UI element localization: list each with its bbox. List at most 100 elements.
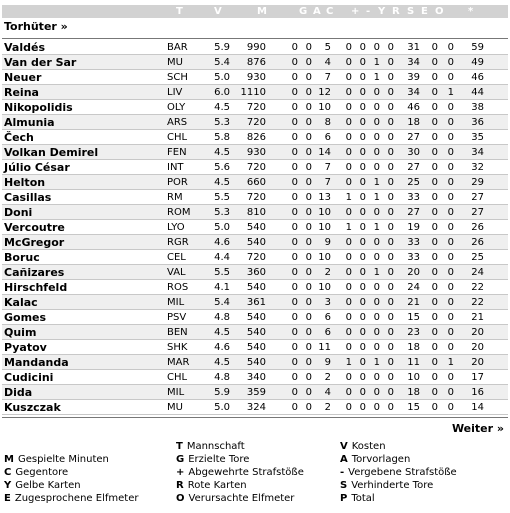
pens-won-cell: 0: [431, 297, 438, 308]
pens-won-cell: 0: [431, 177, 438, 188]
conceded-cell: 4: [324, 57, 331, 68]
col-header-team[interactable]: T: [176, 6, 183, 17]
table-row: McGregor RGR 4.6 540 0 0 9 0 0 0 0 33 0 0 26: [2, 235, 508, 250]
player-name[interactable]: Vercoutre: [4, 221, 65, 234]
player-name[interactable]: Gomes: [4, 311, 47, 324]
player-name[interactable]: Mandanda: [4, 356, 69, 369]
player-name[interactable]: Valdés: [4, 41, 45, 54]
player-name[interactable]: Almunia: [4, 116, 55, 129]
minutes-cell: 540: [246, 357, 266, 368]
section-divider: [2, 38, 508, 39]
player-name[interactable]: Čech: [4, 131, 34, 144]
player-name[interactable]: Neuer: [4, 71, 42, 84]
assists-cell: 0: [305, 207, 312, 218]
red-cell: 0: [387, 87, 394, 98]
total-cell: 26: [471, 222, 484, 233]
player-name[interactable]: Kuszczak: [4, 401, 61, 414]
legend-item: M Gespielte Minuten: [4, 454, 109, 465]
pens-conceded-cell: 0: [447, 147, 454, 158]
pens-won-cell: 0: [431, 252, 438, 263]
player-name[interactable]: Boruc: [4, 251, 40, 264]
saves-cell: 18: [407, 117, 420, 128]
col-header-conceded[interactable]: C: [326, 6, 334, 17]
missed-pens-cell: 0: [359, 147, 366, 158]
goals-cell: 0: [291, 252, 298, 263]
col-header-assists[interactable]: A: [313, 6, 321, 17]
cost-cell: 5.0: [214, 72, 230, 83]
minutes-cell: 720: [246, 162, 266, 173]
conceded-cell: 10: [318, 207, 331, 218]
player-name[interactable]: Cañizares: [4, 266, 65, 279]
col-header-minutes[interactable]: M: [257, 6, 267, 17]
section-link-goalkeepers[interactable]: Torhüter »: [4, 20, 68, 33]
player-name[interactable]: Nikopolidis: [4, 101, 73, 114]
legend-item: Y Gelbe Karten: [4, 480, 81, 491]
yellow-cell: 0: [373, 372, 380, 383]
player-name[interactable]: Júlio César: [4, 161, 70, 174]
assists-cell: 0: [305, 192, 312, 203]
table-row: Van der Sar MU 5.4 876 0 0 4 0 0 1 0 34 0 0 49: [2, 55, 508, 70]
col-header-pens-conceded[interactable]: O: [435, 6, 444, 17]
minutes-cell: 720: [246, 192, 266, 203]
red-cell: 0: [387, 132, 394, 143]
pens-won-cell: 0: [431, 132, 438, 143]
col-header-yellow[interactable]: Y: [378, 6, 386, 17]
player-name[interactable]: Cudicini: [4, 371, 54, 384]
minutes-cell: 540: [246, 282, 266, 293]
player-name[interactable]: Reina: [4, 86, 39, 99]
cost-cell: 4.6: [214, 237, 230, 248]
table-row: Gomes PSV 4.8 540 0 0 6 0 0 0 0 15 0 0 21: [2, 310, 508, 325]
col-header-saved-pens[interactable]: +: [351, 6, 360, 17]
player-name[interactable]: Quim: [4, 326, 37, 339]
pens-conceded-cell: 0: [447, 237, 454, 248]
total-cell: 17: [471, 372, 484, 383]
player-name[interactable]: Kalac: [4, 296, 38, 309]
col-header-missed-pens[interactable]: -: [366, 6, 371, 17]
col-header-total[interactable]: *: [468, 6, 474, 17]
pens-won-cell: 0: [431, 72, 438, 83]
col-header-goals[interactable]: G: [299, 6, 308, 17]
saved-pens-cell: 0: [345, 42, 352, 53]
player-name[interactable]: Van der Sar: [4, 56, 77, 69]
total-cell: 27: [471, 192, 484, 203]
assists-cell: 0: [305, 57, 312, 68]
goals-cell: 0: [291, 387, 298, 398]
col-header-cost[interactable]: V: [214, 6, 222, 17]
player-name[interactable]: Helton: [4, 176, 46, 189]
col-header-pens-won[interactable]: E: [421, 6, 428, 17]
yellow-cell: 0: [373, 402, 380, 413]
yellow-cell: 0: [373, 282, 380, 293]
conceded-cell: 10: [318, 252, 331, 263]
cost-cell: 5.4: [214, 57, 230, 68]
saves-cell: 18: [407, 387, 420, 398]
player-name[interactable]: Doni: [4, 206, 33, 219]
team-cell: FEN: [167, 147, 187, 158]
total-cell: 20: [471, 342, 484, 353]
minutes-cell: 359: [246, 387, 266, 398]
player-name[interactable]: Pyatov: [4, 341, 47, 354]
conceded-cell: 2: [324, 402, 331, 413]
legend-item: A Torvorlagen: [340, 454, 411, 465]
player-name[interactable]: Volkan Demirel: [4, 146, 99, 159]
conceded-cell: 7: [324, 162, 331, 173]
player-name[interactable]: Hirschfeld: [4, 281, 68, 294]
saves-cell: 25: [407, 177, 420, 188]
player-name[interactable]: Casillas: [4, 191, 52, 204]
col-header-saves[interactable]: S: [407, 6, 415, 17]
red-cell: 0: [387, 387, 394, 398]
pens-conceded-cell: 0: [447, 342, 454, 353]
goals-cell: 0: [291, 237, 298, 248]
minutes-cell: 540: [246, 327, 266, 338]
goals-cell: 0: [291, 312, 298, 323]
pens-conceded-cell: 0: [447, 207, 454, 218]
player-name[interactable]: McGregor: [4, 236, 65, 249]
cost-cell: 4.5: [214, 177, 230, 188]
player-name[interactable]: Dida: [4, 386, 33, 399]
next-page-link[interactable]: Weiter »: [451, 422, 504, 435]
saved-pens-cell: 0: [345, 372, 352, 383]
pens-conceded-cell: 0: [447, 282, 454, 293]
minutes-cell: 720: [246, 252, 266, 263]
col-header-red[interactable]: R: [392, 6, 400, 17]
yellow-cell: 0: [373, 162, 380, 173]
saves-cell: 34: [407, 57, 420, 68]
